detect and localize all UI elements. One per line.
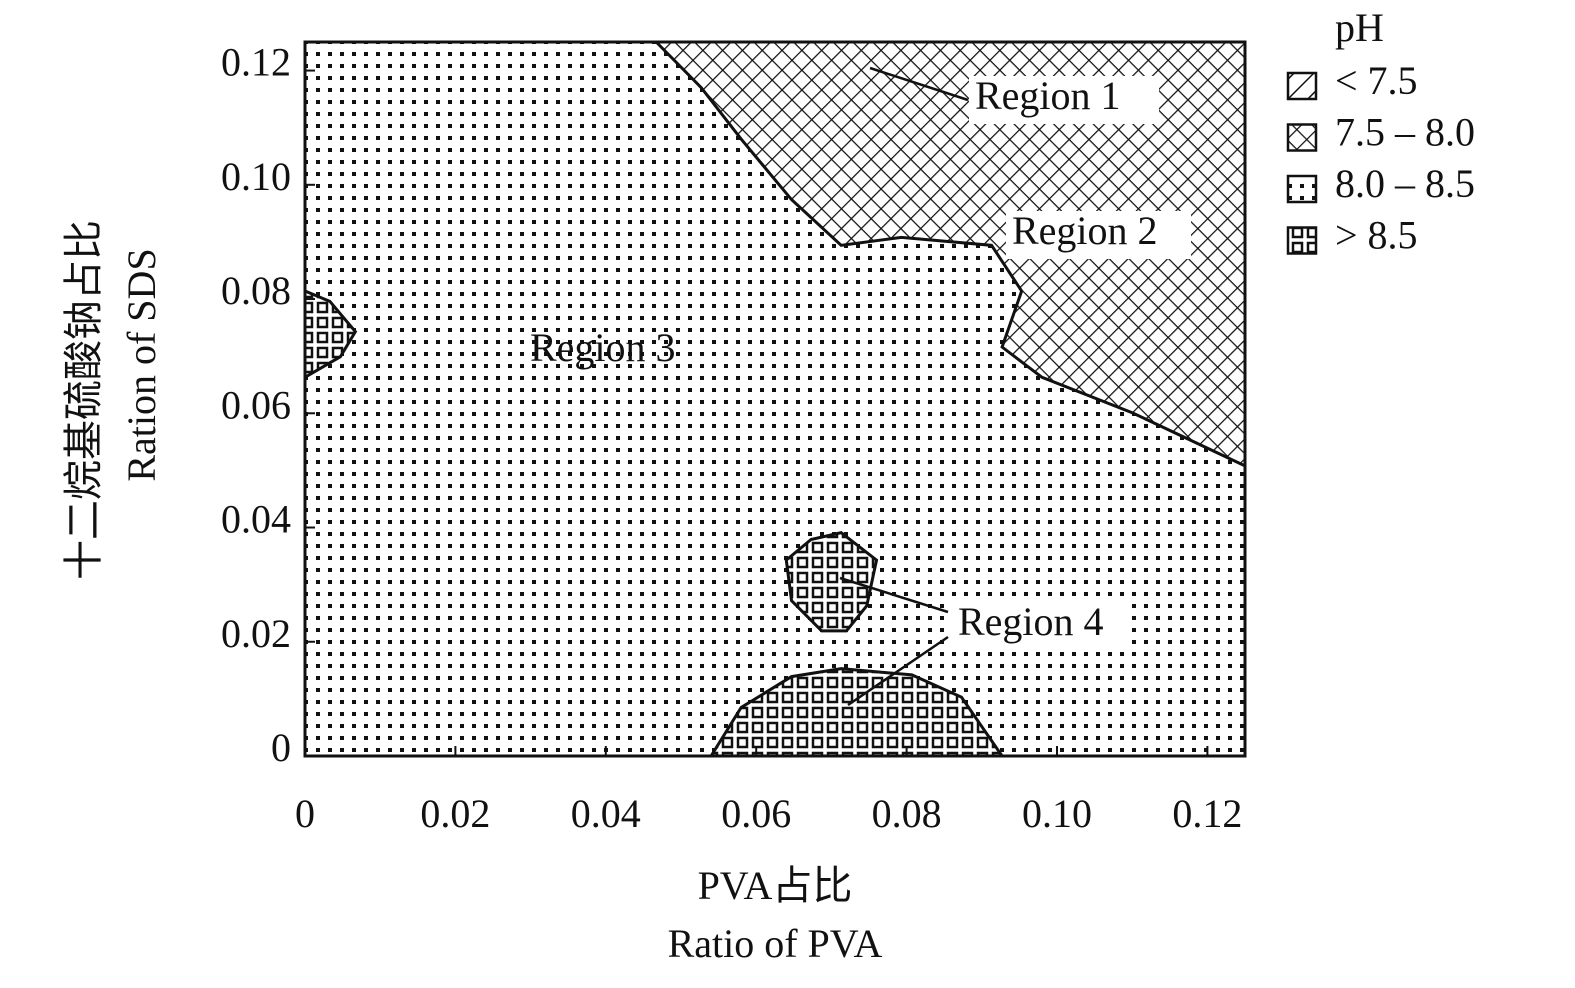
y-tick-label: 0: [271, 725, 291, 770]
y-tick-label: 0.08: [221, 268, 291, 313]
x-tick-label: 0.04: [571, 791, 641, 836]
legend-swatch: [1286, 71, 1318, 101]
legend-label: < 7.5: [1335, 58, 1418, 103]
x-tick-label: 0.10: [1022, 791, 1092, 836]
annotation-leader: [839, 576, 949, 614]
annotation: Region 4: [958, 599, 1104, 644]
y-axis-label: Ration of SDS: [119, 248, 164, 481]
x-tick-label: 0.12: [1172, 791, 1242, 836]
region: [708, 667, 1005, 758]
legend-title: pH: [1335, 5, 1384, 50]
y-axis-label: 十二烷基硫酸钠占比: [61, 220, 106, 580]
annotation-background: [969, 76, 1159, 124]
annotation: Region 2: [1012, 208, 1158, 253]
x-tick-label: 0: [295, 791, 315, 836]
annotation-background: [1006, 211, 1191, 259]
legend-label: > 8.5: [1335, 213, 1418, 258]
x-tick-label: 0.02: [420, 791, 490, 836]
y-tick-label: 0.04: [221, 497, 291, 542]
x-axis-label: Ratio of PVA: [668, 921, 883, 966]
annotation-leader: [847, 635, 949, 707]
x-tick-label: 0.06: [721, 791, 791, 836]
x-tick-label: 0.08: [872, 791, 942, 836]
region: [784, 531, 879, 633]
legend-label: 8.0 – 8.5: [1335, 161, 1475, 206]
legend-swatch: [1286, 123, 1318, 152]
y-tick-label: 0.10: [221, 154, 291, 199]
x-axis-label: PVA占比: [698, 863, 853, 908]
y-tick-label: 0.06: [221, 382, 291, 427]
legend-label: 7.5 – 8.0: [1335, 110, 1475, 155]
y-tick-label: 0.12: [221, 40, 291, 85]
annotation: Region 3: [530, 325, 676, 370]
annotation-background: [952, 602, 1132, 650]
annotation-leader: [869, 66, 969, 102]
y-tick-label: 0.02: [221, 611, 291, 656]
annotation: Region 1: [975, 73, 1121, 118]
legend-swatch: [1286, 174, 1318, 204]
overlay: 0 0.02 0.04 0.06 0.08 0.10 0.12 0 0.02 0.04 0.06 0.…: [61, 5, 1475, 966]
region: [652, 40, 1247, 469]
legend-swatch: [1286, 226, 1318, 255]
plot-frame: [303, 40, 1247, 758]
